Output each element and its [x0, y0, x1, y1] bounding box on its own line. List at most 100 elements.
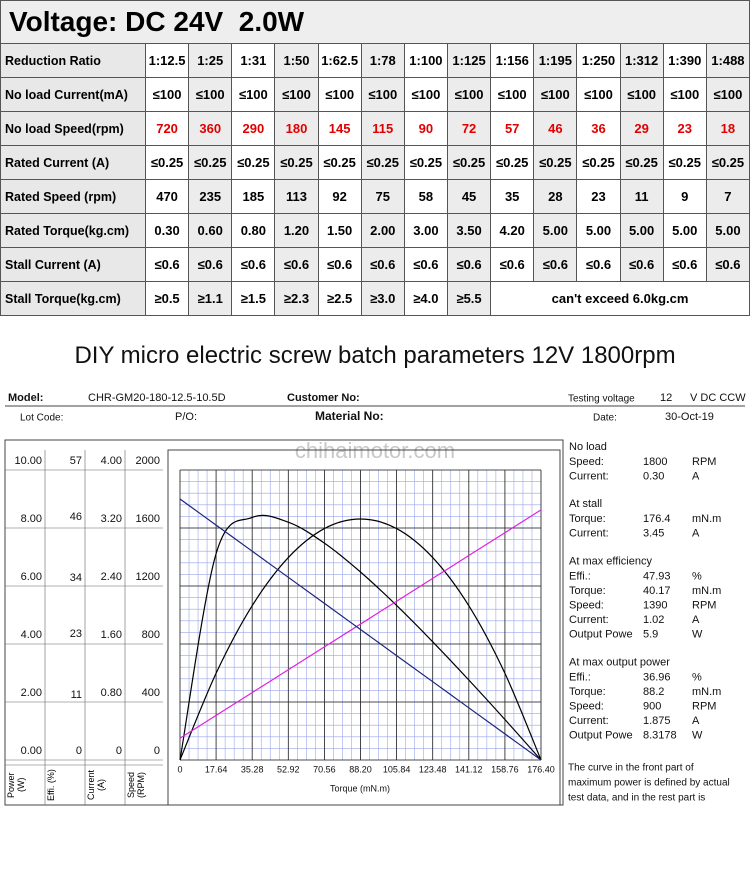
result-field: Speed: [569, 456, 604, 468]
result-field: W [692, 629, 703, 641]
result-field: mN.m [692, 585, 721, 597]
cell: 1:312 [619, 43, 664, 78]
result-field: 0.30 [643, 471, 664, 483]
cell: ≤0.25 [274, 145, 319, 180]
cell: 57 [490, 111, 535, 146]
curve [179, 518, 542, 761]
cell: ≥1.5 [231, 281, 276, 316]
cell: 1:390 [662, 43, 707, 78]
cell: ≥5.5 [446, 281, 492, 316]
note-line: The curve in the front part of [568, 763, 694, 774]
cell: 11 [619, 179, 664, 214]
note-line: maximum power is defined by actual [568, 778, 730, 789]
x-tick-label: 88.20 [349, 764, 372, 774]
result-field: Output Powe [569, 629, 633, 641]
cell: ≤100 [662, 77, 707, 112]
cell: 5.00 [662, 213, 707, 248]
result-field: % [692, 671, 702, 683]
table-row: Rated Torque(kg.cm) 0.30 0.60 0.80 1.20 1.50 2… [0, 213, 750, 248]
cell: 1:156 [490, 43, 535, 78]
result-field: 3.45 [643, 528, 664, 540]
y-tick-label: 0 [116, 745, 122, 757]
cell: ≤0.6 [533, 247, 578, 282]
y-tick-label: 6.00 [21, 571, 42, 583]
y-tick-label: 2000 [136, 455, 160, 467]
result-heading: At stall [569, 498, 602, 510]
y-tick-label: 0 [154, 745, 160, 757]
result-field: Torque: [569, 513, 606, 525]
axis-label: Power (W) [6, 772, 26, 798]
y-tick-label: 57 [70, 455, 82, 467]
row-label: No load Current(mA) [0, 77, 146, 112]
x-tick-label: 176.40 [527, 764, 555, 774]
cell: 46 [533, 111, 578, 146]
cell: ≤0.25 [446, 145, 492, 180]
cell: ≤0.6 [662, 247, 707, 282]
row-label: No load Speed(rpm) [0, 111, 146, 146]
table-title: Voltage: DC 24V 2.0W [0, 0, 750, 44]
x-tick-label: 17.64 [205, 764, 228, 774]
cell: 115 [360, 111, 405, 146]
result-field: Torque: [569, 686, 606, 698]
cell: ≤0.25 [619, 145, 664, 180]
result-field: A [692, 614, 700, 626]
cell: 180 [274, 111, 319, 146]
x-tick-label: 70.56 [313, 764, 336, 774]
cell: 1.20 [274, 213, 319, 248]
cell: 1:100 [403, 43, 448, 78]
cell: ≤100 [274, 77, 319, 112]
cell: 23 [576, 179, 621, 214]
result-field: 176.4 [643, 513, 671, 525]
y-tick-label: 11 [71, 689, 82, 701]
cell: ≤0.6 [231, 247, 276, 282]
result-field: A [692, 471, 700, 483]
section-title: DIY micro electric screw batch parameter… [74, 342, 676, 369]
cell: 290 [231, 111, 276, 146]
date-label: Date: [593, 413, 617, 424]
y-tick-label: 10.00 [14, 455, 42, 467]
cell: 3.50 [446, 213, 492, 248]
cell: 360 [188, 111, 233, 146]
cell: 0.30 [144, 213, 190, 248]
customer-label: Customer No: [287, 392, 360, 404]
note-cell: can't exceed 6.0kg.cm [490, 281, 750, 316]
cell: ≤0.6 [490, 247, 535, 282]
title-row: Voltage: DC 24V 2.0W [0, 0, 750, 44]
y-tick-label: 1200 [136, 571, 160, 583]
cell: ≤0.6 [360, 247, 405, 282]
cell: ≤0.25 [576, 145, 621, 180]
x-tick-label: 141.12 [455, 764, 483, 774]
cell: ≥3.0 [360, 281, 405, 316]
cell: ≥0.5 [144, 281, 190, 316]
y-tick-label: 46 [70, 511, 82, 523]
cell: ≤0.25 [144, 145, 190, 180]
curve [179, 514, 542, 761]
cell: 1:78 [360, 43, 405, 78]
table-row: No load Current(mA) ≤100 ≤100 ≤100 ≤100 ≤100 ≤… [0, 77, 750, 112]
cell: ≥1.1 [188, 281, 233, 316]
result-field: 40.17 [643, 585, 671, 597]
cell: 75 [360, 179, 405, 214]
y-tick-label: 0.00 [21, 745, 42, 757]
cell: 145 [317, 111, 362, 146]
result-heading: At max efficiency [569, 555, 652, 567]
result-field: 1800 [643, 456, 667, 468]
cell: 5.00 [533, 213, 578, 248]
y-tick-label: 1.60 [101, 629, 122, 641]
cell: 1:195 [533, 43, 578, 78]
cell: 1:12.5 [144, 43, 190, 78]
y-tick-label: 2.00 [21, 687, 42, 699]
result-field: RPM [692, 456, 716, 468]
table-row: Rated Speed (rpm) 470 235 185 113 92 75 58 45 35 2… [0, 179, 750, 214]
cell: 29 [619, 111, 664, 146]
y-tick-label: 400 [142, 687, 160, 699]
result-field: A [692, 528, 700, 540]
cell: 3.00 [403, 213, 448, 248]
table-row: Stall Current (A) ≤0.6 ≤0.6 ≤0.6 ≤0.6 ≤0.6 ≤0.… [0, 247, 750, 282]
row-label: Stall Current (A) [0, 247, 146, 282]
cell: 470 [144, 179, 190, 214]
result-field: mN.m [692, 686, 721, 698]
cell: ≤100 [403, 77, 448, 112]
cell: ≤0.25 [231, 145, 276, 180]
